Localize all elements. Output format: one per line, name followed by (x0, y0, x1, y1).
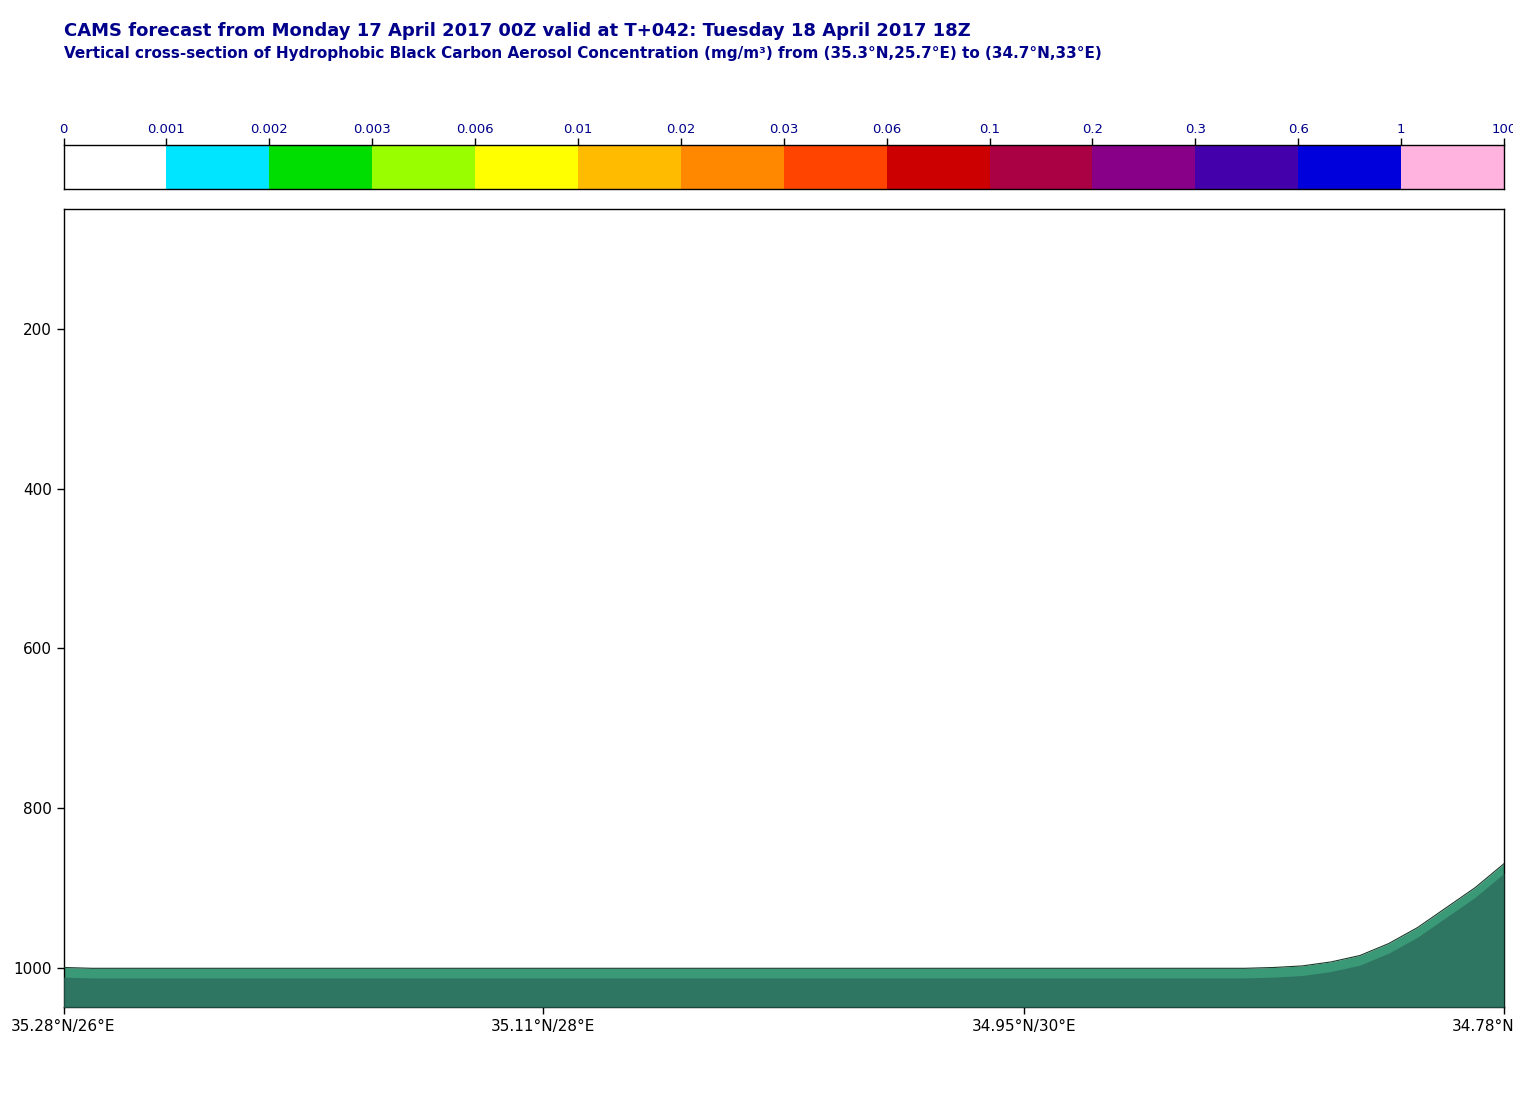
Bar (1401, 145, 1504, 189)
Bar (1195, 145, 1298, 189)
Bar (269, 145, 372, 189)
Bar (578, 145, 681, 189)
Text: Vertical cross-section of Hydrophobic Black Carbon Aerosol Concentration (mg/m³): Vertical cross-section of Hydrophobic Bl… (64, 46, 1101, 62)
Bar (681, 145, 784, 189)
Bar (1298, 145, 1401, 189)
Bar (887, 145, 990, 189)
Bar (166, 145, 269, 189)
Bar (64, 145, 166, 189)
Bar (475, 145, 578, 189)
Bar (784, 145, 887, 189)
Bar (1092, 145, 1195, 189)
Text: CAMS forecast from Monday 17 April 2017 00Z valid at T+042: Tuesday 18 April 201: CAMS forecast from Monday 17 April 2017 … (64, 22, 970, 40)
Bar (372, 145, 475, 189)
Bar (990, 145, 1092, 189)
